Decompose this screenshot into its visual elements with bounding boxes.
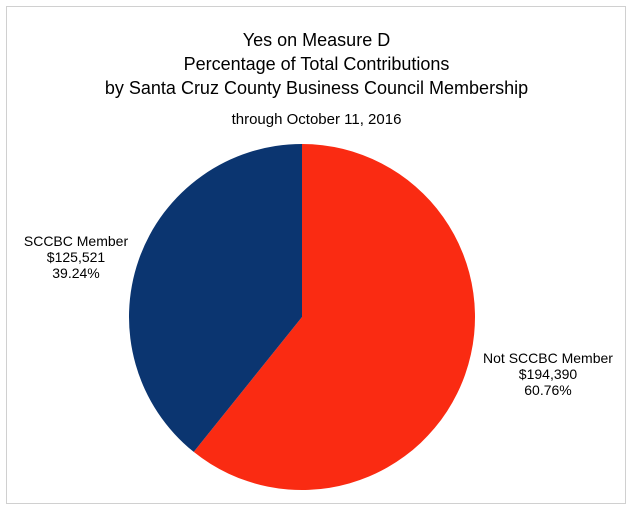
chart-title-line-3: by Santa Cruz County Business Council Me… <box>104 78 529 98</box>
label-not-sccbc: Not SCCBC Member $194,390 60.76% <box>466 350 630 398</box>
chart-frame <box>6 6 626 504</box>
label-sccbc-value: $125,521 <box>46 249 106 265</box>
chart-title-line-2: Percentage of Total Contributions <box>183 54 450 74</box>
pie-slice-not-sccbc-member <box>193 144 476 490</box>
label-not-sccbc-value: $194,390 <box>518 366 578 382</box>
label-sccbc-name: SCCBC Member <box>23 233 129 249</box>
label-not-sccbc-percent: 60.76% <box>524 382 572 398</box>
chart-title-line-1: Yes on Measure D <box>242 30 391 50</box>
chart-subtitle: through October 11, 2016 <box>231 111 402 128</box>
label-sccbc: SCCBC Member $125,521 39.24% <box>6 233 146 281</box>
label-sccbc-percent: 39.24% <box>52 265 100 281</box>
label-not-sccbc-name: Not SCCBC Member <box>483 350 613 366</box>
pie-slice-sccbc-member <box>129 144 302 452</box>
